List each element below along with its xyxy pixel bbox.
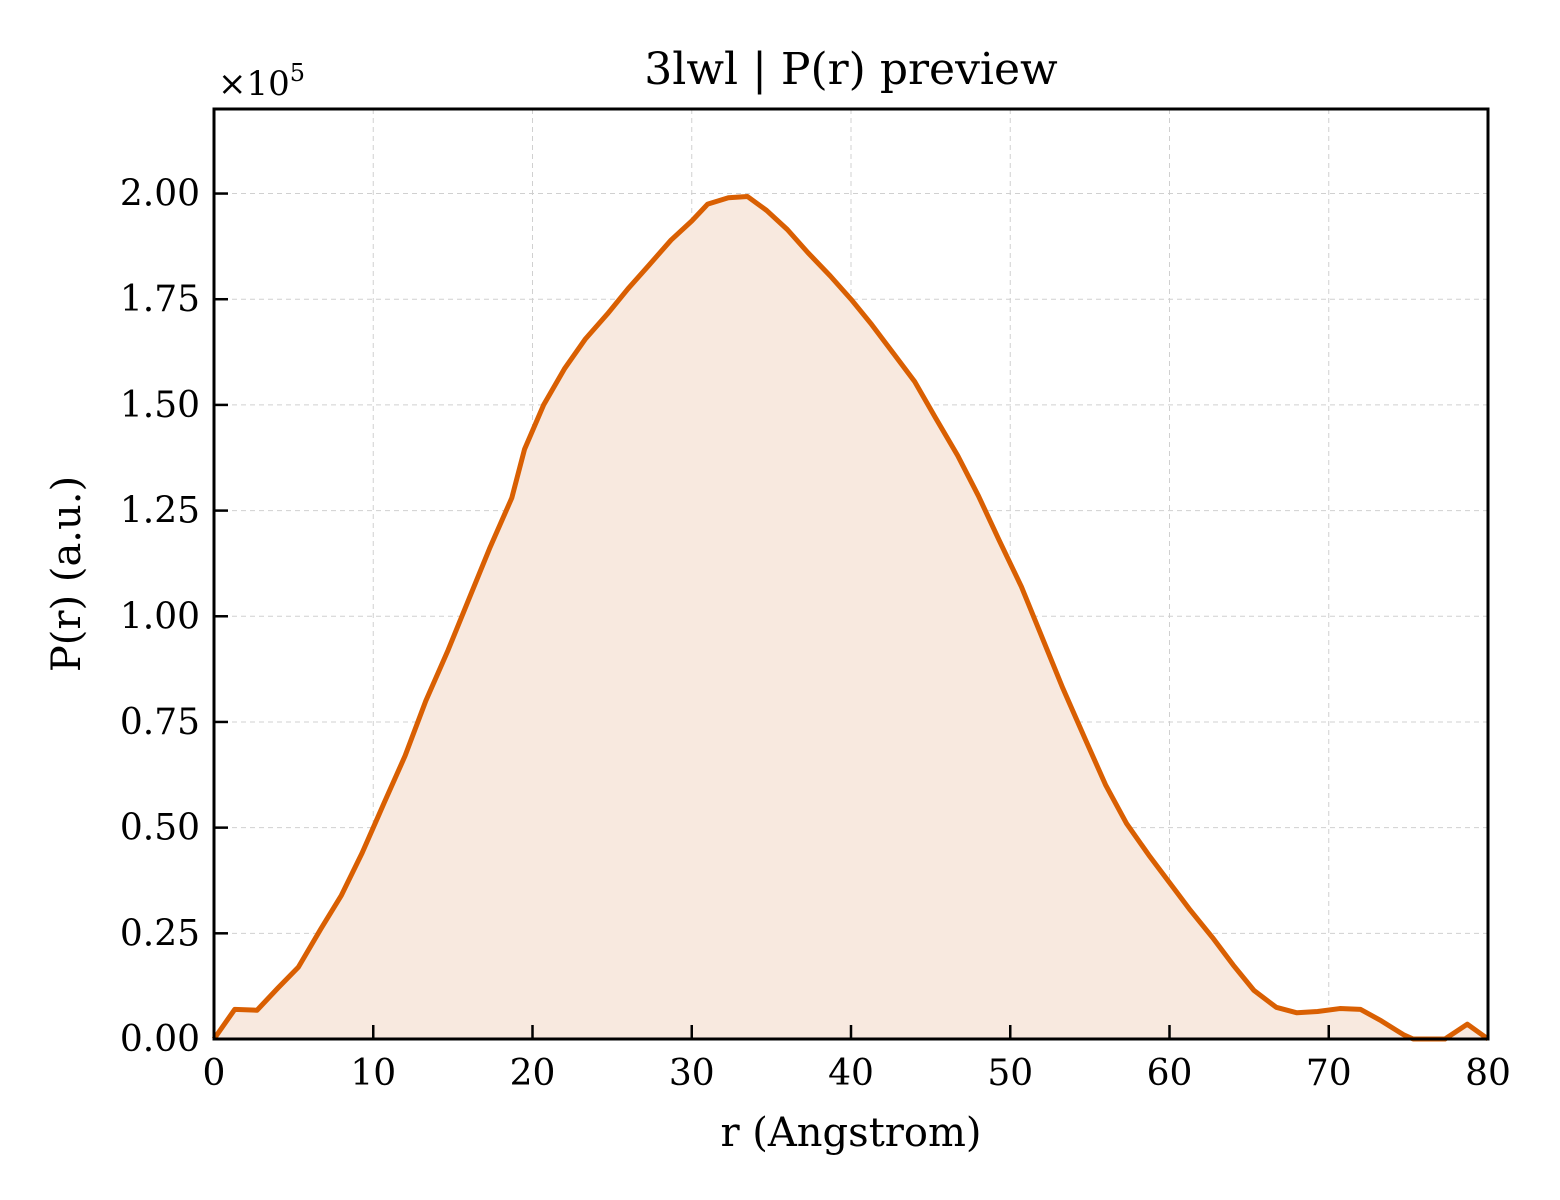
y-tick-label: 2.00: [120, 174, 200, 215]
x-tick-label: 70: [1306, 1053, 1352, 1094]
x-tick-label: 20: [510, 1053, 556, 1094]
x-tick-label: 0: [203, 1053, 226, 1094]
x-tick-label: 30: [669, 1053, 715, 1094]
axis-ticks: 0 10 20 30 40 50 60 70 80 0.00 0.25 0.50 0.75 1.00 1.2…: [120, 174, 1511, 1094]
y-axis-label: P(r) (a.u.): [44, 476, 90, 672]
area-fill: [214, 196, 1488, 1039]
plot-area: [211, 194, 1490, 1042]
x-tick-label: 60: [1147, 1053, 1193, 1094]
y-multiplier-exponent: 5: [290, 59, 305, 87]
x-axis-label: r (Angstrom): [720, 1110, 981, 1156]
plot-frame: [212, 107, 1490, 1041]
y-tick-label: 1.00: [120, 596, 200, 637]
series-line: [211, 194, 1490, 1042]
y-tick-label: 0.50: [120, 808, 200, 849]
y-tick-label: 0.25: [120, 913, 200, 954]
y-tick-label: 0.75: [120, 702, 200, 743]
y-tick-label: 1.25: [120, 491, 200, 532]
y-tick-label: 1.50: [120, 385, 200, 426]
chart-title: 3lwl | P(r) preview: [644, 44, 1058, 95]
x-tick-label: 50: [987, 1053, 1033, 1094]
y-tick-label: 0.00: [120, 1019, 200, 1060]
y-tick-label: 1.75: [120, 279, 200, 320]
x-tick-label: 40: [828, 1053, 874, 1094]
y-multiplier: ×105: [218, 59, 305, 104]
x-tick-label: 80: [1465, 1053, 1511, 1094]
x-tick-label: 10: [350, 1053, 396, 1094]
